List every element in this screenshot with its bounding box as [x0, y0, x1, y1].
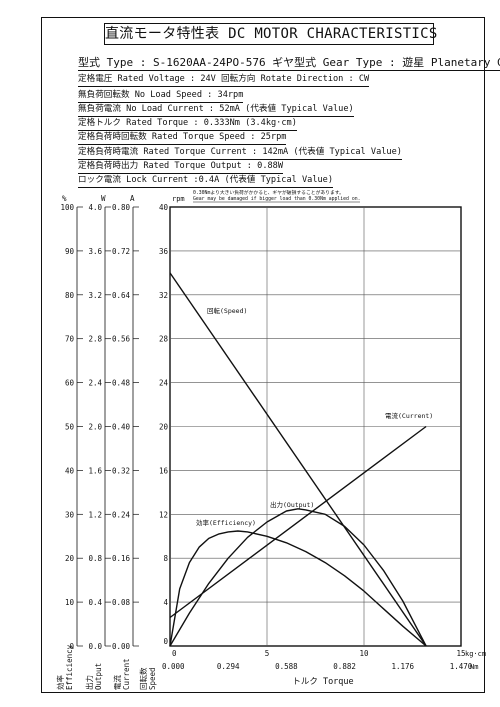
output-tick-label: 3.2: [88, 291, 102, 300]
x-tick-label-nm: 0.588: [275, 662, 298, 671]
efficiency-tick-label: 70: [65, 335, 75, 344]
x-tick-label-kgcm: 10: [359, 649, 369, 658]
speed-tick-label: 20: [159, 423, 169, 432]
current-axis-title-jp: 電流: [112, 675, 122, 690]
spec-rated-torque: 定格トルク Rated Torque : 0.333Nm (3.4kg·cm): [78, 118, 297, 131]
efficiency-tick-label: 80: [65, 291, 75, 300]
speed-tick-label: 8: [163, 554, 168, 563]
output-curve: [169, 508, 427, 647]
spec-no-load-speed: 無負荷回転数 No Load Speed : 34rpm: [78, 90, 244, 103]
efficiency-axis-title-jp: 効率: [55, 675, 65, 690]
sheet-frame: [41, 17, 485, 693]
efficiency-curve-label: 効率(Efficiency): [196, 518, 256, 527]
current-tick-label: 0.08: [112, 598, 131, 607]
output-tick-label: 2.0: [88, 423, 102, 432]
sheet-title: 直流モータ特性表 DC MOTOR CHARACTERISTICS: [104, 23, 437, 45]
x-tick-label-kgcm: 5: [265, 649, 270, 658]
current-unit: A: [130, 194, 135, 203]
x-tick-label-kgcm: 15: [456, 649, 465, 658]
spec-rated-torque-speed: 定格負荷時回転数 Rated Torque Speed : 25rpm: [78, 132, 287, 145]
spec-rated-torque-output: 定格負荷時出力 Rated Torque Output : 0.88W: [78, 161, 284, 174]
speed-tick-label: 12: [159, 510, 168, 519]
current-tick-label: 0.40: [112, 423, 131, 432]
output-tick-label: 0.0: [88, 642, 102, 651]
speed-curve-label: 回転(Speed): [207, 307, 247, 315]
gear-warning-note-en: Gear may be damaged if bigger load than …: [193, 196, 361, 202]
efficiency-tick-label: 0: [69, 642, 74, 651]
current-tick-label: 0.48: [112, 379, 131, 388]
output-tick-label: 0.8: [88, 554, 102, 563]
output-axis-title-en: Output: [94, 663, 103, 690]
speed-tick-label: 24: [159, 379, 169, 388]
output-axis-title-jp: 出力: [84, 675, 94, 690]
speed-curve: [169, 272, 427, 647]
x-tick-label-nm: 1.176: [392, 662, 415, 671]
current-tick-label: 0.24: [112, 510, 131, 519]
x-tick-label-nm: 1.470: [450, 662, 473, 671]
output-tick-label: 4.0: [88, 203, 102, 212]
speed-tick-label: 4: [163, 598, 168, 607]
speed-axis-title-en: Speed: [148, 667, 157, 690]
x-tick-label-nm: 0.882: [333, 662, 356, 671]
current-tick-label: 0.80: [112, 203, 131, 212]
current-tick-label: 0.00: [112, 642, 131, 651]
speed-tick-label: 40: [159, 203, 169, 212]
efficiency-tick-label: 60: [65, 379, 75, 388]
output-unit: W: [101, 194, 106, 203]
x-unit-kgcm: kg·cm: [465, 650, 486, 658]
output-tick-label: 1.6: [88, 466, 102, 475]
current-tick-label: 0.16: [112, 554, 131, 563]
current-axis-title-en: Current: [122, 658, 131, 690]
efficiency-unit: %: [62, 194, 67, 203]
output-tick-label: 2.8: [88, 335, 102, 344]
efficiency-tick-label: 50: [65, 423, 75, 432]
efficiency-tick-label: 20: [65, 554, 75, 563]
current-tick-label: 0.56: [112, 335, 131, 344]
gear-warning-note-jp: 0.30Nmより大きい負荷がかかると、ギヤが破損することがあります。: [193, 189, 344, 196]
efficiency-tick-label: 90: [65, 247, 75, 256]
speed-tick-label: 32: [159, 291, 168, 300]
current-tick-label: 0.32: [112, 466, 130, 475]
output-tick-label: 3.6: [88, 247, 102, 256]
output-tick-label: 0.4: [88, 598, 102, 607]
output-tick-label: 2.4: [88, 379, 102, 388]
current-curve: [169, 425, 427, 619]
spec-no-load-current: 無負荷電流 No Load Current : 52mA (代表値 Typica…: [78, 104, 354, 117]
spec-lock-current: ロック電流 Lock Current :0.4A (代表値 Typical Va…: [78, 175, 334, 188]
output-curve-label: 出力(Output): [270, 500, 314, 509]
x-axis-title: トルク Torque: [292, 677, 353, 687]
efficiency-tick-label: 40: [65, 466, 75, 475]
current-tick-label: 0.72: [112, 247, 130, 256]
x-tick-label-nm: 0.294: [217, 662, 240, 671]
efficiency-tick-label: 100: [60, 203, 74, 212]
speed-tick-label: 16: [159, 466, 169, 475]
speed-unit: rpm: [172, 195, 185, 203]
efficiency-tick-label: 30: [65, 510, 75, 519]
speed-tick-label: 28: [159, 335, 169, 344]
spec-type: 型式 Type : S-1620AA-24PO-576 ギヤ型式 Gear Ty…: [78, 56, 500, 71]
efficiency-tick-label: 10: [65, 598, 75, 607]
current-tick-label: 0.64: [112, 291, 131, 300]
output-tick-label: 1.2: [88, 510, 102, 519]
spec-rated-torque-current: 定格負荷時電流 Rated Torque Current : 142mA (代表…: [78, 147, 402, 160]
speed-tick-label: 36: [159, 247, 169, 256]
efficiency-axis-title-en: Efficiency: [65, 644, 74, 690]
x-unit-nm: Nm: [470, 663, 478, 671]
speed-axis-title-jp: 回転数: [138, 667, 148, 690]
current-curve-label: 電流(Current): [385, 411, 433, 420]
x-tick-label-kgcm: 0: [172, 649, 177, 658]
efficiency-curve: [169, 530, 427, 647]
speed-tick-label: 0: [163, 637, 168, 646]
x-tick-label-nm: 0.000: [162, 662, 185, 671]
spec-voltage: 定格電圧 Rated Voltage : 24V 回転方向 Rotate Dir…: [78, 74, 370, 87]
